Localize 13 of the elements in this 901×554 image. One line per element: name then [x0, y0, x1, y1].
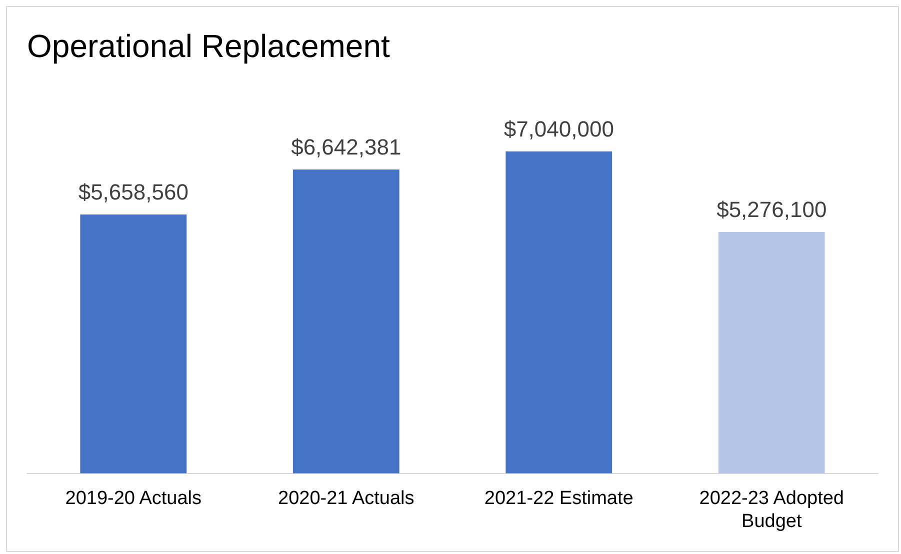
- data-label: $5,658,560: [78, 180, 188, 205]
- bar: [718, 232, 825, 474]
- x-tick-label: 2021-22 Estimate: [484, 488, 634, 510]
- bar: [80, 214, 187, 474]
- chart-title: Operational Replacement: [27, 28, 390, 64]
- data-label: $6,642,381: [291, 134, 402, 160]
- x-tick-label: 2019-20 Actuals: [65, 488, 202, 510]
- bar: [506, 151, 612, 474]
- data-label: $5,276,100: [716, 197, 827, 222]
- bar: [292, 170, 400, 474]
- data-label: $7,040,000: [504, 116, 614, 142]
- x-tick-label: 2022-23 Adopted Budget: [699, 488, 844, 532]
- x-tick-label: 2020-21 Actuals: [278, 488, 414, 510]
